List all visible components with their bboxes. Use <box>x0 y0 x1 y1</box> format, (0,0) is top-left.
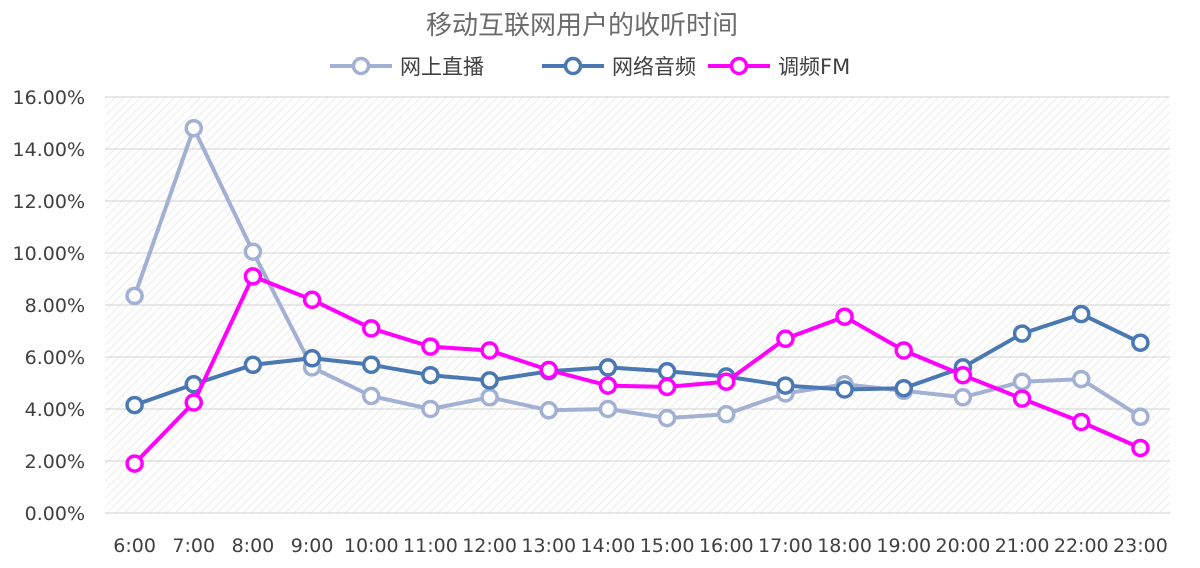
data-point <box>598 399 618 419</box>
x-tick-label: 14:00 <box>581 535 636 557</box>
data-point <box>835 307 854 326</box>
y-tick-label: 8.00% <box>25 295 85 317</box>
data-point <box>1012 389 1032 408</box>
data-point <box>302 290 322 310</box>
data-point <box>598 376 618 395</box>
legend: 网上直播 网络音频 调频FM <box>330 55 850 79</box>
legend-item: 网上直播 <box>330 55 484 79</box>
x-tick-label: 22:00 <box>1054 535 1109 557</box>
data-point <box>1012 324 1032 343</box>
y-tick-label: 16.00% <box>13 87 85 109</box>
x-tick-label: 10:00 <box>344 535 399 557</box>
data-point <box>362 386 381 406</box>
data-point <box>1072 412 1091 432</box>
legend-marker <box>563 56 583 76</box>
x-tick-label: 19:00 <box>876 535 931 557</box>
y-tick-label: 2.00% <box>25 451 85 473</box>
data-point <box>953 365 973 385</box>
data-point <box>243 267 263 286</box>
data-point <box>421 365 440 385</box>
data-point <box>776 376 795 395</box>
legend-label: 调频FM <box>778 55 850 79</box>
data-point <box>717 404 736 424</box>
y-tick-label: 14.00% <box>13 139 85 161</box>
data-point <box>362 319 381 338</box>
data-point <box>480 388 499 407</box>
data-point <box>598 358 618 377</box>
data-point <box>243 242 263 261</box>
x-tick-label: 20:00 <box>936 535 991 557</box>
data-point <box>1072 369 1091 389</box>
series-group <box>125 118 1150 473</box>
y-tick-label: 4.00% <box>25 399 85 421</box>
data-point <box>539 360 558 380</box>
data-point <box>1072 304 1091 324</box>
series-line <box>132 274 1143 466</box>
data-point <box>125 286 144 306</box>
series-line <box>132 312 1143 408</box>
series-1 <box>125 118 1150 428</box>
data-point <box>1012 372 1032 391</box>
data-point <box>953 388 973 407</box>
data-point <box>1131 438 1150 458</box>
legend-marker <box>729 56 749 76</box>
data-point <box>421 337 440 356</box>
data-point <box>717 372 736 391</box>
legend-label: 网络音频 <box>612 55 696 79</box>
data-point <box>657 362 677 381</box>
data-point <box>539 401 558 420</box>
x-tick-label: 21:00 <box>995 535 1050 557</box>
legend-item: 网络音频 <box>542 55 696 79</box>
data-point <box>184 118 203 138</box>
legend-item: 调频FM <box>708 55 850 79</box>
data-point <box>894 378 913 398</box>
data-point <box>362 355 381 375</box>
series-3 <box>125 267 1150 473</box>
data-point <box>125 395 144 415</box>
chart-title: 移动互联网用户的收听时间 <box>426 11 738 41</box>
data-point <box>125 454 144 473</box>
y-tick-label: 6.00% <box>25 347 85 369</box>
y-tick-label: 10.00% <box>13 243 85 265</box>
x-tick-label: 23:00 <box>1113 535 1168 557</box>
x-tick-label: 11:00 <box>403 535 458 557</box>
x-tick-label: 15:00 <box>640 535 695 557</box>
x-tick-label: 12:00 <box>462 535 517 557</box>
data-point <box>243 355 263 375</box>
legend-marker <box>351 56 371 76</box>
data-point <box>184 393 203 412</box>
data-point <box>302 349 322 368</box>
data-point <box>480 371 499 390</box>
x-tick-label: 13:00 <box>521 535 576 557</box>
x-tick-label: 17:00 <box>758 535 813 557</box>
x-tick-label: 7:00 <box>172 535 215 557</box>
series-line <box>132 126 1143 421</box>
data-point <box>1131 407 1150 427</box>
data-point <box>657 377 677 397</box>
data-point <box>894 341 913 360</box>
y-axis: 0.00% 2.00% 4.00% 6.00% 8.00% 10.00% 12.00% 14.… <box>13 87 85 525</box>
x-tick-label: 8:00 <box>232 535 275 557</box>
data-point <box>776 329 795 349</box>
data-point <box>480 341 499 360</box>
x-tick-label: 16:00 <box>699 535 754 557</box>
x-tick-label: 18:00 <box>817 535 872 557</box>
data-point <box>835 380 854 399</box>
x-axis: 6:00 7:00 8:00 9:00 10:00 11:00 12:00 13:00 14:0… <box>113 535 1168 557</box>
y-tick-label: 12.00% <box>13 191 85 213</box>
legend-label: 网上直播 <box>400 55 484 79</box>
x-tick-label: 9:00 <box>291 535 334 557</box>
y-tick-label: 0.00% <box>25 503 85 525</box>
x-tick-label: 6:00 <box>113 535 156 557</box>
grid-lines <box>105 96 1170 514</box>
data-point <box>421 399 440 419</box>
data-point <box>1131 333 1150 352</box>
data-point <box>657 408 677 428</box>
